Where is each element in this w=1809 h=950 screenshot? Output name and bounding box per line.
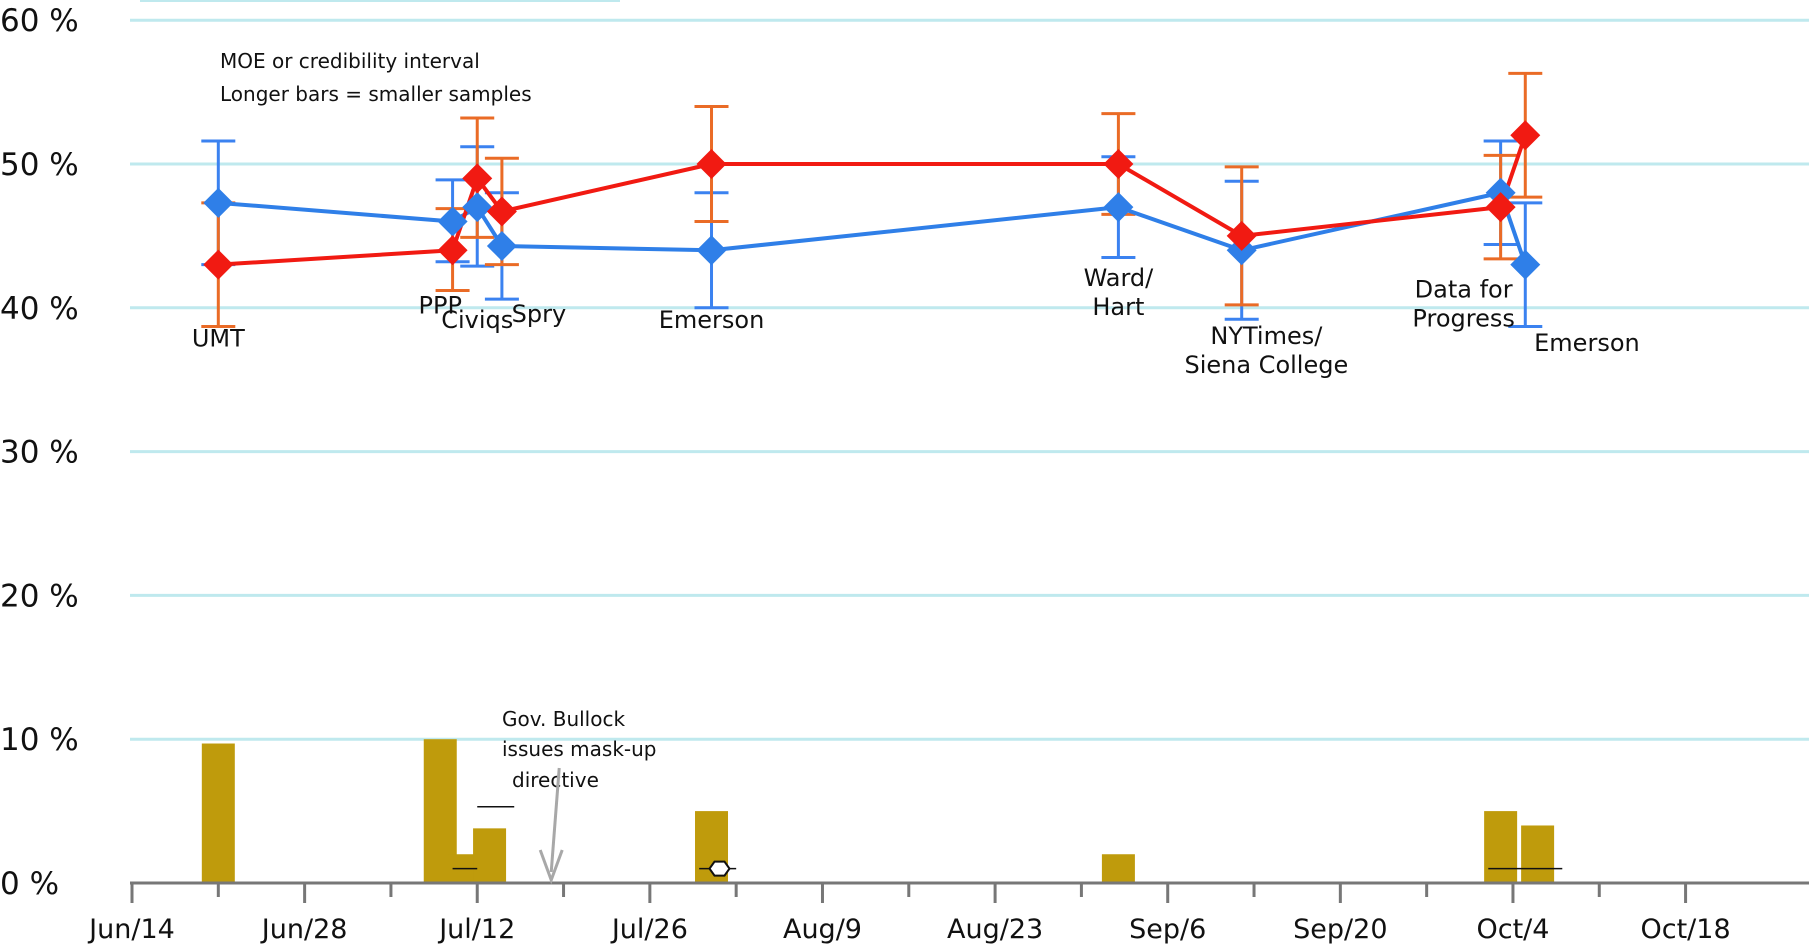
poll-label: Civiqs <box>441 306 513 334</box>
poll-label: Data for Progress <box>1412 276 1514 333</box>
data-point <box>696 149 727 179</box>
mask-note-line-2: issues mask-up <box>502 737 656 761</box>
moe-note-line-2: Longer bars = smaller samples <box>220 82 532 106</box>
data-point <box>696 235 727 266</box>
poll-label: Emerson <box>1534 329 1640 357</box>
y-tick-label: 30 % <box>0 435 79 471</box>
bar-marker-shape <box>708 860 731 877</box>
annotations: MOE or credibility interval Longer bars … <box>140 0 656 885</box>
poll-label-line: Civiqs <box>441 306 513 334</box>
data-point <box>1103 149 1134 179</box>
y-tick-label: 0 % <box>0 866 59 902</box>
x-tick-label: Jun/14 <box>87 914 175 945</box>
data-point <box>1510 249 1541 280</box>
gridlines <box>130 18 1809 741</box>
mask-directive-arrow <box>538 767 564 885</box>
poll-label: Ward/Hart <box>1084 264 1155 321</box>
series-points <box>203 120 1541 280</box>
y-tick-label: 60 % <box>0 3 79 39</box>
data-point <box>437 235 468 266</box>
poll-label-line: Hart <box>1092 293 1144 321</box>
x-tick-label: Oct/4 <box>1476 914 1549 945</box>
poll-label-line: NYTimes/ <box>1210 322 1323 350</box>
data-point <box>1510 120 1541 151</box>
bar <box>1484 811 1518 883</box>
bar <box>1101 854 1135 883</box>
data-point <box>1485 192 1516 223</box>
poll-label-line: Emerson <box>659 306 765 334</box>
arrow-head <box>538 849 564 885</box>
x-axis: Jun/14 Jun/28 Jul/12 Jul/26 Aug/9 Aug/23 Sep/6… <box>87 881 1809 945</box>
x-tick-label: Jun/28 <box>260 914 348 945</box>
series-line <box>218 134 1528 267</box>
x-tick-label: Oct/18 <box>1641 914 1731 945</box>
arrow-shaft <box>549 767 561 873</box>
poll-label: Spry <box>512 300 567 328</box>
x-tick-label: Sep/20 <box>1293 914 1387 945</box>
poll-label: Emerson <box>659 306 765 334</box>
x-tick-label: Sep/6 <box>1129 914 1206 945</box>
poll-label: PPP <box>419 292 462 320</box>
y-tick-label: 50 % <box>0 147 79 183</box>
data-point <box>486 196 517 227</box>
data-point <box>437 206 468 237</box>
data-point <box>1226 220 1257 251</box>
bar <box>201 743 235 883</box>
poll-label: NYTimes/Siena College <box>1184 322 1348 379</box>
x-tick-label: Aug/9 <box>783 914 862 945</box>
mask-note-line-1: Gov. Bullock <box>502 707 625 731</box>
poll-label-line: Data for <box>1415 276 1513 304</box>
error-bars <box>201 71 1543 328</box>
y-tick-label: 20 % <box>0 578 79 614</box>
y-tick-label: 10 % <box>0 722 79 758</box>
poll-label-line: UMT <box>192 325 245 353</box>
series-lines <box>218 134 1528 267</box>
poll-label: UMT <box>192 325 245 353</box>
data-point <box>203 249 234 280</box>
y-tick-label: 40 % <box>0 291 79 327</box>
poll-label-line: Siena College <box>1184 351 1348 379</box>
bar <box>1521 825 1555 883</box>
x-tick-label: Aug/23 <box>947 914 1043 945</box>
x-tick-label: Jul/26 <box>610 914 688 945</box>
data-point <box>486 230 517 261</box>
y-axis-ticks: 0 % 10 % 20 % 30 % 40 % 50 % 60 % <box>0 3 79 902</box>
data-point <box>462 192 493 223</box>
data-point <box>203 187 234 218</box>
x-tick-label: Jul/12 <box>437 914 515 945</box>
data-point <box>462 163 493 194</box>
mask-note-line-3: directive <box>512 768 599 792</box>
poll-label-line: Ward/ <box>1084 264 1155 292</box>
poll-label-line: PPP <box>419 292 462 320</box>
bar <box>473 828 507 883</box>
data-point <box>1103 192 1134 223</box>
bar-series <box>201 739 1555 883</box>
moe-note-line-1: MOE or credibility interval <box>220 49 480 73</box>
bar-markers <box>452 806 1563 877</box>
poll-label-line: Emerson <box>1534 329 1640 357</box>
poll-label-line: Spry <box>512 300 567 328</box>
poll-label-line: Progress <box>1412 305 1514 333</box>
